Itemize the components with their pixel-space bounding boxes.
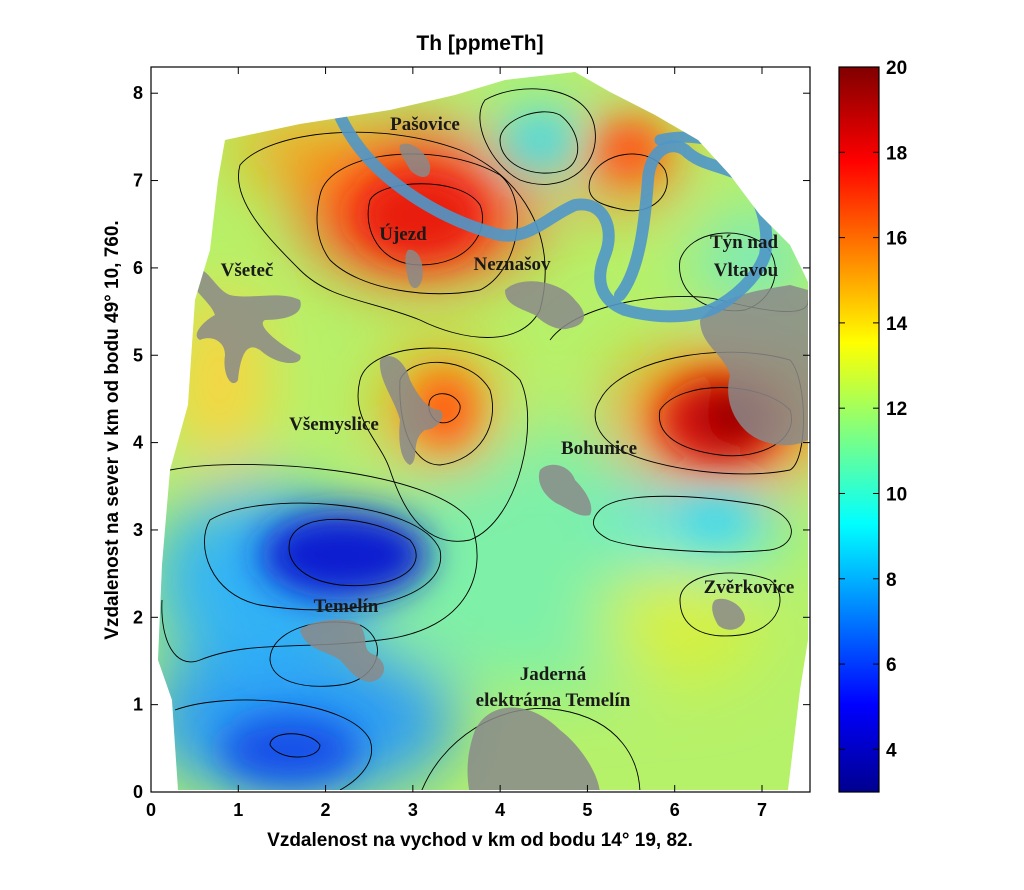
vltava-river-north xyxy=(654,89,808,152)
place-zverkovice: Zvěrkovice xyxy=(704,577,795,598)
colorbar-tick-label: 4 xyxy=(886,740,897,761)
colorbar-ticks: 4 6 8 10 12 14 16 18 20 xyxy=(839,58,908,761)
colorbar-tick-label: 12 xyxy=(886,399,907,420)
settlement-vsetec xyxy=(189,267,301,384)
place-jaderna: Jaderná xyxy=(520,664,587,685)
y-tick-label: 4 xyxy=(133,433,143,453)
y-tick-label: 5 xyxy=(133,345,143,365)
vltava-river xyxy=(317,72,773,323)
place-neznasov: Neznašov xyxy=(473,254,551,275)
colorbar-gradient xyxy=(838,66,880,793)
place-vsemyslice: Všemyslice xyxy=(289,414,379,435)
colorbar: 4 6 8 10 12 14 16 18 20 xyxy=(838,58,908,793)
colorbar-tick-label: 6 xyxy=(886,655,897,676)
place-ujezd: Újezd xyxy=(379,223,427,245)
contour-lines xyxy=(161,88,808,790)
place-temelin: Temelín xyxy=(314,596,379,617)
colorbar-tick-label: 14 xyxy=(886,314,908,335)
settlements xyxy=(189,143,808,790)
colorbar-tick-label: 10 xyxy=(886,484,907,505)
colorbar-tick-label: 18 xyxy=(886,143,907,164)
place-bohunice: Bohunice xyxy=(561,438,637,459)
x-tick-label: 4 xyxy=(495,800,505,820)
y-tick-label: 1 xyxy=(133,695,143,715)
colorbar-tick-label: 8 xyxy=(886,570,897,591)
x-axis-ticks: 0 1 2 3 4 5 6 7 xyxy=(146,67,767,820)
y-tick-label: 2 xyxy=(133,607,143,627)
plot-frame xyxy=(150,66,811,793)
x-axis-label: Vzdalenost na vychod v km od bodu 14° 19… xyxy=(267,830,693,851)
place-labels: Pašovice Újezd Neznašov Všeteč Týn nad V… xyxy=(221,114,795,711)
x-tick-label: 2 xyxy=(321,800,331,820)
place-elektrarna-temelin: elektrárna Temelín xyxy=(476,690,631,711)
y-tick-label: 6 xyxy=(133,258,143,278)
x-tick-label: 1 xyxy=(233,800,243,820)
x-tick-label: 5 xyxy=(582,800,592,820)
y-tick-label: 7 xyxy=(133,171,143,191)
x-tick-label: 7 xyxy=(757,800,767,820)
place-vsetec: Všeteč xyxy=(221,260,274,281)
y-axis-label: Vzdalenost na sever v km od bodu 49° 10,… xyxy=(102,220,123,639)
x-tick-label: 3 xyxy=(408,800,418,820)
y-tick-label: 0 xyxy=(133,782,143,802)
x-tick-label: 6 xyxy=(670,800,680,820)
y-tick-label: 8 xyxy=(133,83,143,103)
place-pasovice: Pašovice xyxy=(390,114,460,135)
place-vltavou: Vltavou xyxy=(714,260,779,281)
colorbar-tick-label: 16 xyxy=(886,229,907,250)
heatmap-area: Pašovice Újezd Neznašov Všeteč Týn nad V… xyxy=(158,72,808,790)
y-axis-ticks: 0 1 2 3 4 5 6 7 8 xyxy=(133,83,810,802)
place-tyn-nad: Týn nad xyxy=(710,232,779,253)
y-tick-label: 3 xyxy=(133,520,143,540)
colorbar-tick-label: 20 xyxy=(886,58,907,79)
map-title: Th [ppmeTh] xyxy=(416,32,543,55)
x-tick-label: 0 xyxy=(146,800,156,820)
